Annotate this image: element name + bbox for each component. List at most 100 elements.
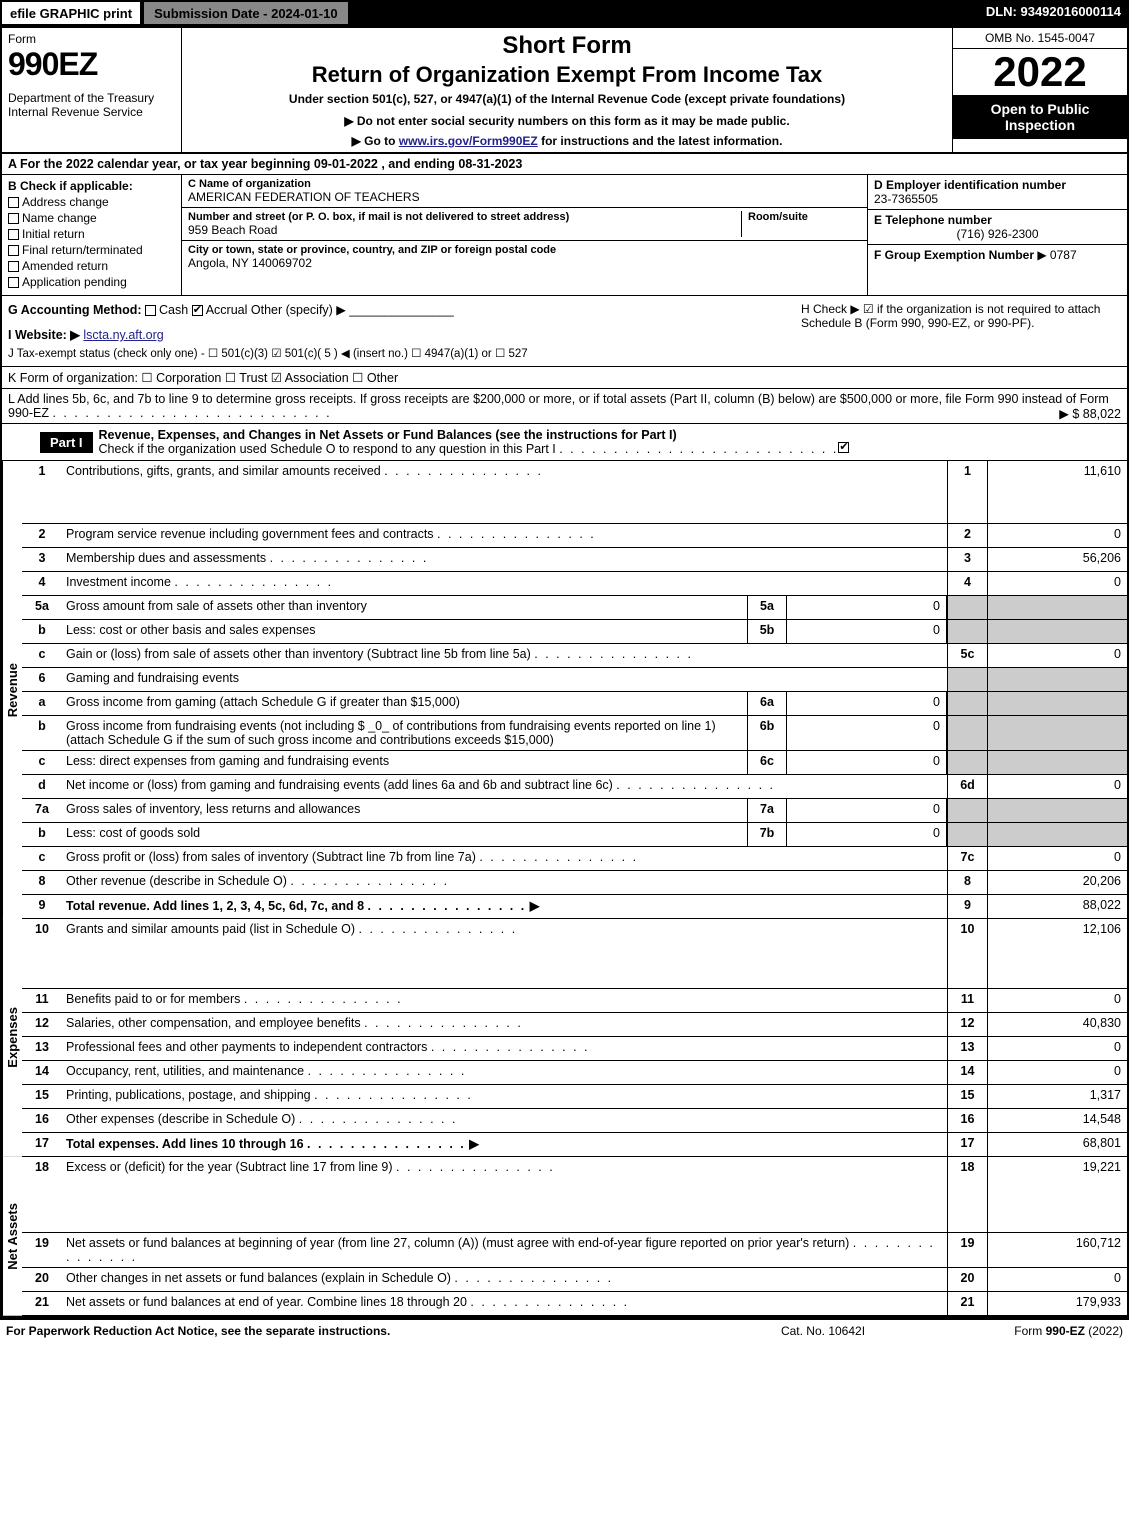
row-desc: Gross amount from sale of assets other t… <box>62 596 747 619</box>
part-1-title: Revenue, Expenses, and Changes in Net As… <box>93 424 859 460</box>
sub-num: 6b <box>747 716 787 750</box>
right-num: 9 <box>947 895 987 918</box>
row-num: a <box>22 692 62 715</box>
header-center: Short Form Return of Organization Exempt… <box>182 28 952 152</box>
row-num: 9 <box>22 895 62 918</box>
city-value: Angola, NY 140069702 <box>188 256 861 270</box>
footer-center: Cat. No. 10642I <box>723 1324 923 1338</box>
table-row: 14Occupancy, rent, utilities, and mainte… <box>2 1061 1127 1085</box>
row-desc: Investment income . . . . . . . . . . . … <box>62 572 947 595</box>
table-row: Revenue1Contributions, gifts, grants, an… <box>2 461 1127 524</box>
cb-name-change[interactable]: Name change <box>8 211 175 225</box>
right-val: 160,712 <box>987 1233 1127 1267</box>
table-row: dNet income or (loss) from gaming and fu… <box>2 775 1127 799</box>
cb-accrual[interactable] <box>192 305 203 316</box>
dept-label: Department of the Treasury Internal Reve… <box>8 91 175 119</box>
cb-final-return[interactable]: Final return/terminated <box>8 243 175 257</box>
right-val <box>987 716 1127 750</box>
irs-link[interactable]: www.irs.gov/Form990EZ <box>399 134 538 148</box>
right-val: 0 <box>987 1061 1127 1084</box>
right-num <box>947 692 987 715</box>
section-j: J Tax-exempt status (check only one) - ☐… <box>8 346 801 360</box>
right-num: 19 <box>947 1233 987 1267</box>
row-desc: Printing, publications, postage, and shi… <box>62 1085 947 1108</box>
cb-address-change[interactable]: Address change <box>8 195 175 209</box>
footer-left: For Paperwork Reduction Act Notice, see … <box>6 1324 723 1338</box>
table-row: 17Total expenses. Add lines 10 through 1… <box>2 1133 1127 1157</box>
table-row: 19Net assets or fund balances at beginni… <box>2 1233 1127 1268</box>
org-name-label: C Name of organization <box>188 178 861 190</box>
row-num: b <box>22 823 62 846</box>
row-num: b <box>22 620 62 643</box>
row-desc: Other revenue (describe in Schedule O) .… <box>62 871 947 894</box>
row-desc: Program service revenue including govern… <box>62 524 947 547</box>
table-row: Net Assets18Excess or (deficit) for the … <box>2 1157 1127 1233</box>
section-vlabel: Expenses <box>2 919 22 1157</box>
sub-val: 0 <box>787 799 947 822</box>
title-short-form: Short Form <box>188 32 946 60</box>
sub-val: 0 <box>787 620 947 643</box>
right-num: 12 <box>947 1013 987 1036</box>
right-val: 0 <box>987 1268 1127 1291</box>
row-desc: Gross sales of inventory, less returns a… <box>62 799 747 822</box>
right-val: 1,317 <box>987 1085 1127 1108</box>
right-val: 0 <box>987 572 1127 595</box>
group-exemption-label: F Group Exemption Number <box>874 248 1034 262</box>
right-val: 0 <box>987 524 1127 547</box>
row-num: 1 <box>22 461 62 523</box>
row-num: 12 <box>22 1013 62 1036</box>
submission-date: Submission Date - 2024-01-10 <box>142 0 350 26</box>
right-val <box>987 668 1127 691</box>
cb-schedule-o[interactable] <box>838 442 849 453</box>
efile-label: efile GRAPHIC print <box>0 0 142 26</box>
right-val: 0 <box>987 847 1127 870</box>
topbar-spacer <box>350 0 978 26</box>
cb-application-pending[interactable]: Application pending <box>8 275 175 289</box>
sub-num: 6c <box>747 751 787 774</box>
goto-link-line: ▶ Go to www.irs.gov/Form990EZ for instru… <box>188 134 946 148</box>
table-row: 15Printing, publications, postage, and s… <box>2 1085 1127 1109</box>
right-val: 40,830 <box>987 1013 1127 1036</box>
table-row: 2Program service revenue including gover… <box>2 524 1127 548</box>
street-label: Number and street (or P. O. box, if mail… <box>188 211 741 223</box>
right-num <box>947 716 987 750</box>
sub-val: 0 <box>787 716 947 750</box>
row-num: b <box>22 716 62 750</box>
website-link[interactable]: lscta.ny.aft.org <box>83 328 163 342</box>
row-num: c <box>22 751 62 774</box>
right-val <box>987 596 1127 619</box>
table-row: 12Salaries, other compensation, and empl… <box>2 1013 1127 1037</box>
right-num: 17 <box>947 1133 987 1156</box>
cb-amended-return[interactable]: Amended return <box>8 259 175 273</box>
section-g: G Accounting Method: Cash Accrual Other … <box>8 302 801 360</box>
ein-label: D Employer identification number <box>874 178 1121 192</box>
expenses-table: Expenses10Grants and similar amounts pai… <box>0 919 1129 1157</box>
part-1-header-row: Part I Revenue, Expenses, and Changes in… <box>0 424 1129 461</box>
street-cell: Number and street (or P. O. box, if mail… <box>182 208 867 241</box>
right-val: 0 <box>987 989 1127 1012</box>
right-num <box>947 799 987 822</box>
city-label: City or town, state or province, country… <box>188 244 861 256</box>
sub-val: 0 <box>787 751 947 774</box>
right-num: 2 <box>947 524 987 547</box>
row-num: 20 <box>22 1268 62 1291</box>
table-row: 5aGross amount from sale of assets other… <box>2 596 1127 620</box>
right-val: 19,221 <box>987 1157 1127 1232</box>
form-number: 990EZ <box>8 46 175 83</box>
dln-label: DLN: 93492016000114 <box>978 0 1129 26</box>
table-row: 11Benefits paid to or for members . . . … <box>2 989 1127 1013</box>
cb-cash[interactable] <box>145 305 156 316</box>
section-d-e-f: D Employer identification number 23-7365… <box>867 175 1127 295</box>
right-val <box>987 751 1127 774</box>
section-vlabel: Net Assets <box>2 1157 22 1316</box>
right-num: 13 <box>947 1037 987 1060</box>
cb-initial-return[interactable]: Initial return <box>8 227 175 241</box>
row-num: 18 <box>22 1157 62 1232</box>
right-val: 0 <box>987 1037 1127 1060</box>
org-name-cell: C Name of organization AMERICAN FEDERATI… <box>182 175 867 208</box>
right-num <box>947 668 987 691</box>
street-value: 959 Beach Road <box>188 223 741 237</box>
accounting-method-label: G Accounting Method: <box>8 303 142 317</box>
row-desc: Total expenses. Add lines 10 through 16 … <box>62 1133 947 1156</box>
website-label: I Website: ▶ <box>8 328 80 342</box>
